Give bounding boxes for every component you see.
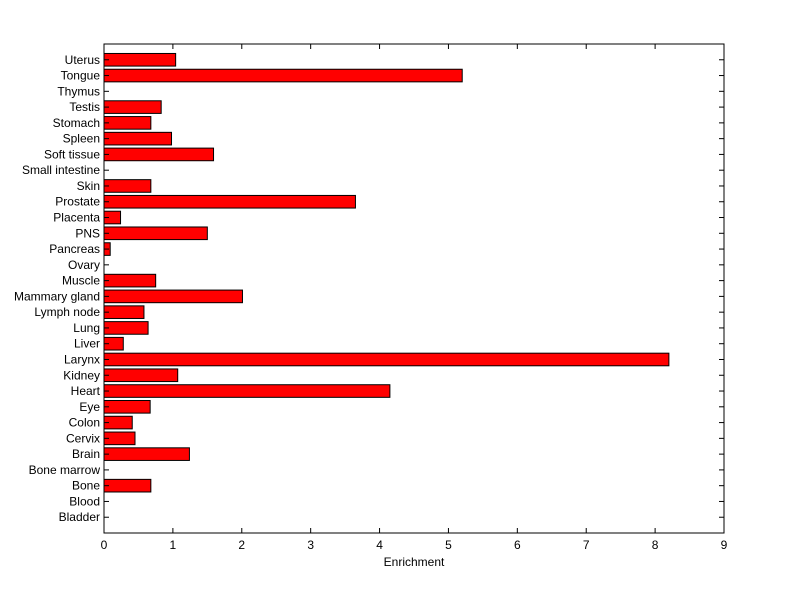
bars-layer xyxy=(103,52,670,493)
x-tick-label-5: 5 xyxy=(445,538,452,552)
bar-pns xyxy=(103,226,208,241)
y-tick-label-tongue: Tongue xyxy=(61,69,101,83)
bar-tongue xyxy=(103,68,463,83)
y-tick-label-brain: Brain xyxy=(72,447,100,461)
x-tick-label-9: 9 xyxy=(721,538,728,552)
y-tick-label-spleen: Spleen xyxy=(63,132,100,146)
y-tick-label-kidney: Kidney xyxy=(63,368,100,382)
x-tick-label-0: 0 xyxy=(101,538,108,552)
y-tick-label-small-intestine: Small intestine xyxy=(22,163,100,177)
y-tick-label-stomach: Stomach xyxy=(53,116,100,130)
plot-area-frame xyxy=(103,43,725,534)
x-tick-label-3: 3 xyxy=(307,538,314,552)
y-tick-label-liver: Liver xyxy=(74,337,100,351)
y-tick-label-pancreas: Pancreas xyxy=(49,242,100,256)
bar-mammary-gland xyxy=(103,289,243,304)
bar-uterus xyxy=(103,52,177,67)
bar-soft-tissue xyxy=(103,147,215,162)
bar-prostate xyxy=(103,194,356,209)
bar-bone xyxy=(103,478,152,493)
x-tick-label-6: 6 xyxy=(514,538,521,552)
bar-kidney xyxy=(103,368,179,383)
y-tick-label-heart: Heart xyxy=(71,384,101,398)
y-tick-label-larynx: Larynx xyxy=(64,352,100,366)
y-tick-label-cervix: Cervix xyxy=(66,431,100,445)
bar-testis xyxy=(103,100,162,114)
y-tick-label-mammary-gland: Mammary gland xyxy=(14,289,100,303)
bar-stomach xyxy=(103,116,152,130)
bar-eye xyxy=(103,399,151,414)
ticks-layer xyxy=(103,44,725,533)
bar-lymph-node xyxy=(103,305,145,319)
y-tick-label-prostate: Prostate xyxy=(55,195,100,209)
x-tick-label-8: 8 xyxy=(652,538,659,552)
y-tick-label-lung: Lung xyxy=(73,321,100,335)
y-tick-label-soft-tissue: Soft tissue xyxy=(44,147,100,161)
y-tick-label-placenta: Placenta xyxy=(53,211,100,225)
y-tick-label-bladder: Bladder xyxy=(59,510,100,524)
bar-skin xyxy=(103,179,152,193)
y-tick-label-pns: PNS xyxy=(75,226,100,240)
bar-brain xyxy=(103,447,190,461)
y-tick-label-skin: Skin xyxy=(77,179,100,193)
bar-heart xyxy=(103,384,391,398)
y-tick-label-uterus: Uterus xyxy=(65,53,100,67)
y-tick-label-ovary: Ovary xyxy=(68,258,100,272)
y-tick-label-blood: Blood xyxy=(69,494,100,508)
x-axis-label: Enrichment xyxy=(384,555,445,569)
bar-muscle xyxy=(103,273,157,288)
y-tick-label-lymph-node: Lymph node xyxy=(34,305,100,319)
bar-spleen xyxy=(103,131,173,146)
bar-lung xyxy=(103,321,149,335)
y-tick-label-colon: Colon xyxy=(69,416,100,430)
bar-larynx xyxy=(103,352,670,367)
x-tick-label-4: 4 xyxy=(376,538,383,552)
y-tick-label-muscle: Muscle xyxy=(62,274,100,288)
y-tick-label-bone: Bone xyxy=(72,479,100,493)
x-tick-label-1: 1 xyxy=(170,538,177,552)
y-tick-label-thymus: Thymus xyxy=(57,84,100,98)
y-tick-label-eye: Eye xyxy=(79,400,100,414)
x-tick-label-2: 2 xyxy=(238,538,245,552)
x-tick-label-7: 7 xyxy=(583,538,590,552)
y-tick-label-bone-marrow: Bone marrow xyxy=(29,463,101,477)
y-tick-label-testis: Testis xyxy=(69,100,100,114)
